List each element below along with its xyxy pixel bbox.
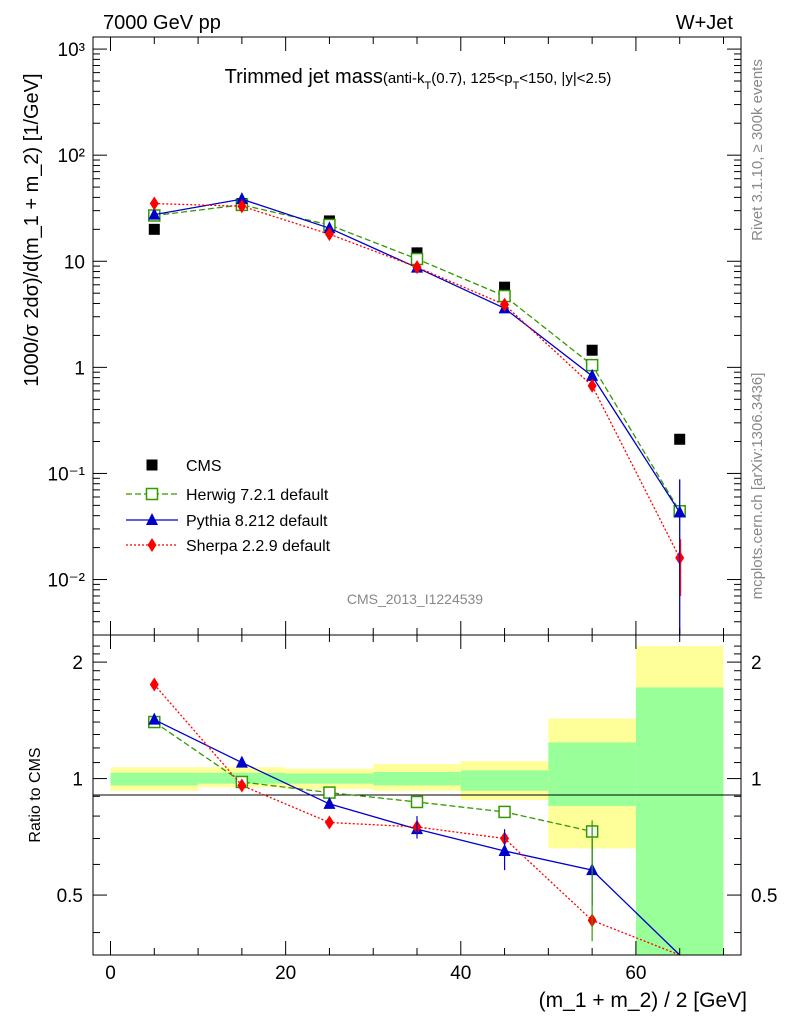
band-inner — [548, 742, 636, 806]
ratio-ytick-label: 1 — [72, 770, 83, 791]
xtick-label: 40 — [450, 963, 471, 984]
ratio-point-herwig — [498, 805, 511, 819]
ratio-point-sherpa — [324, 815, 334, 830]
ratio-point-herwig — [323, 786, 336, 799]
rivet-label: Rivet 3.1.10, ≥ 300k events — [749, 59, 766, 241]
ratio-ylabel: Ratio to CMS — [27, 747, 44, 842]
legend-label-herwig: Herwig 7.2.1 default — [186, 487, 329, 504]
main-title: Trimmed jet mass(anti-kT(0.7), 125<pT<15… — [225, 66, 612, 92]
ratio-ytick-label: 0.5 — [751, 886, 777, 907]
xtick-label: 20 — [275, 963, 296, 984]
ratio-point-pythia — [323, 796, 336, 809]
point-cms — [148, 223, 160, 235]
point-cms — [674, 433, 686, 445]
band-inner — [285, 773, 374, 784]
legend-marker-cms — [146, 459, 158, 471]
legend-label-sherpa: Sherpa 2.2.9 default — [186, 538, 331, 555]
title-part-close: <150, |y|<2.5) — [519, 70, 611, 87]
title-sub-1: T — [425, 80, 432, 92]
mcplots-label: mcplots.cern.ch [arXiv:1306.3436] — [749, 373, 766, 600]
point-sherpa — [587, 378, 597, 393]
ratio-point-herwig — [410, 795, 424, 809]
xtick-label: 0 — [105, 963, 116, 984]
main-ylabel: 1000/σ 2dσ)/d(m_1 + m_2) [1/GeV] — [21, 73, 43, 386]
main-ytick-label: 10³ — [58, 40, 85, 61]
ratio-point-sherpa — [237, 778, 247, 793]
xtick-label: 60 — [625, 963, 646, 984]
legend-marker-pythia — [146, 513, 158, 525]
series-line-pythia — [154, 198, 681, 513]
point-pythia — [235, 192, 248, 205]
main-ytick-label: 1 — [74, 358, 85, 379]
main-ytick-label: 10 — [64, 252, 85, 273]
band-inner — [373, 771, 461, 786]
point-sherpa — [500, 297, 510, 312]
ratio-point-pythia — [235, 755, 248, 768]
point-sherpa — [237, 199, 247, 214]
legend-marker-herwig — [145, 487, 159, 501]
main-ytick-label: 10⁻¹ — [48, 464, 86, 485]
point-cms — [499, 281, 511, 293]
header-right: W+Jet — [676, 12, 734, 34]
xlabel: (m_1 + m_2) / 2 [GeV] — [539, 989, 747, 1012]
band-inner — [460, 770, 549, 791]
watermark: CMS_2013_I1224539 — [347, 591, 483, 607]
main-panel: 10⁻² 10⁻¹ 1 10 10² 10³ Trimmed jet mass(anti-… — [21, 36, 742, 636]
header-left: 7000 GeV pp — [103, 12, 221, 34]
point-sherpa — [412, 260, 422, 275]
ratio-ytick-label: 1 — [751, 770, 762, 791]
ratio-ytick-label: 2 — [751, 653, 762, 674]
point-cms — [586, 344, 598, 356]
legend: CMS Herwig 7.2.1 default Pythia 8.212 defa… — [126, 458, 331, 555]
ratio-point-sherpa — [149, 677, 159, 692]
main-ytick-label: 10⁻² — [48, 571, 86, 592]
title-main: Trimmed jet mass — [225, 66, 383, 88]
ratio-line-herwig — [153, 721, 593, 833]
band-inner — [110, 772, 199, 786]
title-sub-2: T — [513, 80, 520, 92]
point-pythia — [148, 207, 161, 220]
title-part-mid: (0.7), 125<p — [431, 70, 512, 87]
point-sherpa — [324, 227, 334, 242]
ratio-ytick-label: 0.5 — [57, 886, 83, 907]
legend-label-pythia: Pythia 8.212 default — [186, 513, 328, 530]
legend-label-cms: CMS — [186, 458, 222, 475]
main-ytick-label: 10² — [58, 146, 85, 167]
point-pythia — [586, 368, 599, 381]
legend-marker-sherpa — [147, 538, 157, 552]
title-part-open: (anti-k — [383, 70, 425, 87]
ratio-panel: 0.5 0.51 12 20 20 40 60 Ratio to CMS (m_1 + m_… — [27, 634, 777, 1012]
band-inner — [635, 687, 724, 955]
ratio-ytick-label: 2 — [72, 653, 83, 674]
point-sherpa — [149, 196, 159, 211]
